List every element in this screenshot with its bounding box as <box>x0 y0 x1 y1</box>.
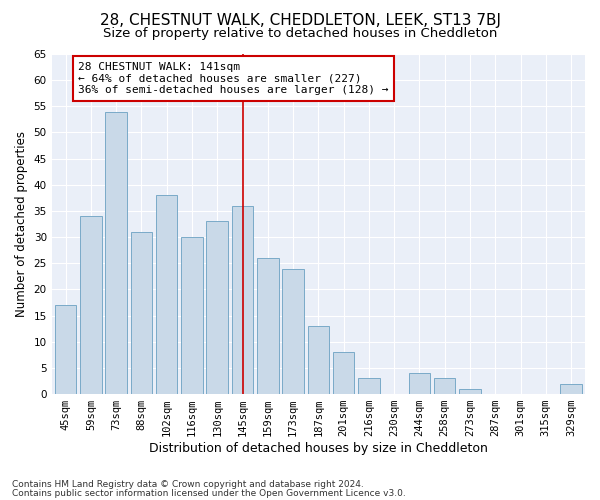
Bar <box>283 268 304 394</box>
Bar <box>55 305 76 394</box>
Bar <box>333 352 355 394</box>
Bar <box>358 378 380 394</box>
Bar <box>181 237 203 394</box>
Text: Contains HM Land Registry data © Crown copyright and database right 2024.: Contains HM Land Registry data © Crown c… <box>12 480 364 489</box>
Bar <box>434 378 455 394</box>
Y-axis label: Number of detached properties: Number of detached properties <box>15 131 28 317</box>
Bar <box>206 222 228 394</box>
Bar <box>560 384 582 394</box>
X-axis label: Distribution of detached houses by size in Cheddleton: Distribution of detached houses by size … <box>149 442 488 455</box>
Bar <box>106 112 127 394</box>
Bar <box>131 232 152 394</box>
Text: 28 CHESTNUT WALK: 141sqm
← 64% of detached houses are smaller (227)
36% of semi-: 28 CHESTNUT WALK: 141sqm ← 64% of detach… <box>78 62 389 95</box>
Bar <box>156 196 178 394</box>
Bar <box>308 326 329 394</box>
Bar <box>257 258 278 394</box>
Bar <box>409 373 430 394</box>
Text: Contains public sector information licensed under the Open Government Licence v3: Contains public sector information licen… <box>12 488 406 498</box>
Bar <box>232 206 253 394</box>
Text: 28, CHESTNUT WALK, CHEDDLETON, LEEK, ST13 7BJ: 28, CHESTNUT WALK, CHEDDLETON, LEEK, ST1… <box>100 12 500 28</box>
Bar <box>80 216 101 394</box>
Bar <box>459 389 481 394</box>
Text: Size of property relative to detached houses in Cheddleton: Size of property relative to detached ho… <box>103 28 497 40</box>
